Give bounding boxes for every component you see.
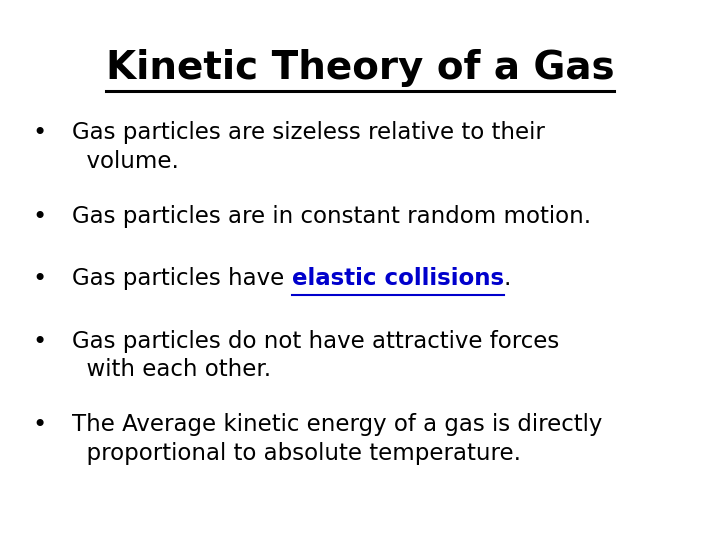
Text: Gas particles are sizeless relative to their
  volume.: Gas particles are sizeless relative to t… xyxy=(72,122,545,173)
Text: Kinetic Theory of a Gas: Kinetic Theory of a Gas xyxy=(106,49,614,86)
Text: elastic collisions: elastic collisions xyxy=(292,267,503,291)
Text: •: • xyxy=(32,267,47,292)
Text: The Average kinetic energy of a gas is directly
  proportional to absolute tempe: The Average kinetic energy of a gas is d… xyxy=(72,414,603,465)
Text: •: • xyxy=(32,329,47,354)
Text: Gas particles have: Gas particles have xyxy=(72,267,292,291)
Text: .: . xyxy=(503,267,511,291)
Text: •: • xyxy=(32,205,47,229)
Text: Gas particles do not have attractive forces
  with each other.: Gas particles do not have attractive for… xyxy=(72,329,559,381)
Text: •: • xyxy=(32,414,47,437)
Text: Gas particles are in constant random motion.: Gas particles are in constant random mot… xyxy=(72,205,591,228)
Text: •: • xyxy=(32,122,47,145)
